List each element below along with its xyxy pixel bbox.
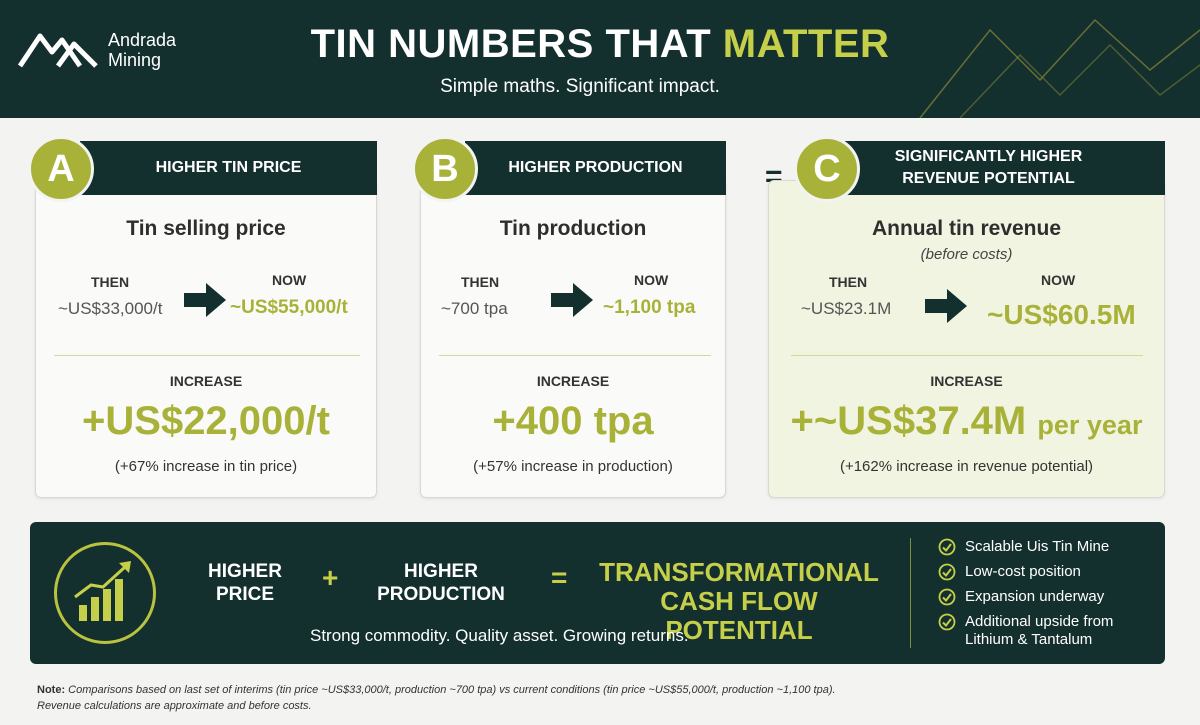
decorative-mountain-lines	[919, 18, 1200, 118]
card-divider	[54, 355, 360, 356]
bullet-item: Scalable Uis Tin Mine	[938, 538, 1158, 556]
right-arrow-icon	[551, 283, 593, 317]
card-c-heading-line1: SIGNIFICANTLY HIGHER	[894, 148, 1083, 165]
growth-chart-graphic	[74, 561, 131, 621]
term-higher-production: HIGHER PRODUCTION	[370, 560, 512, 606]
brand-name-line2: Mining	[108, 50, 162, 70]
term1-line1: HIGHER	[208, 561, 282, 582]
now-value: ~US$60.5M	[987, 299, 1136, 330]
result-line2: CASH FLOW POTENTIAL	[660, 586, 818, 645]
now-label: NOW	[634, 272, 669, 288]
card-tin-price: Tin selling price THEN ~US$33,000/t NOW …	[35, 180, 377, 498]
bullet-item: Expansion underway	[938, 588, 1158, 606]
card-c-heading-line2: REVENUE POTENTIAL	[902, 170, 1075, 187]
brand-name-line1: Andrada	[108, 30, 177, 50]
then-value: ~700 tpa	[441, 299, 508, 318]
increase-label: INCREASE	[536, 373, 610, 389]
bullet-item: Low-cost position	[938, 563, 1158, 581]
increase-amount: +~US$37.4M	[790, 399, 1027, 443]
term2-line1: HIGHER	[404, 561, 478, 582]
check-circle-icon	[938, 588, 956, 606]
now-label: NOW	[272, 272, 307, 288]
increase-label: INCREASE	[930, 373, 1003, 389]
check-circle-icon	[938, 538, 956, 556]
card-revenue: Annual tin revenue (before costs) THEN ~…	[768, 180, 1165, 498]
badge-c: C	[794, 136, 860, 202]
vertical-divider	[910, 538, 911, 648]
card-divider	[791, 355, 1143, 356]
card-metric: Tin selling price	[126, 217, 286, 240]
increase-value: +US$22,000/t	[82, 399, 330, 443]
page-title: TIN NUMBERS THAT MATTER	[0, 22, 1200, 67]
then-value: ~US$33,000/t	[58, 299, 163, 318]
check-circle-icon	[938, 613, 956, 631]
increase-note: (+67% increase in tin price)	[114, 458, 298, 475]
right-arrow-icon	[184, 283, 226, 317]
now-label: NOW	[1041, 272, 1076, 288]
summary-panel: HIGHER PRICE + HIGHER PRODUCTION = TRANS…	[30, 522, 1165, 664]
card-divider	[439, 355, 711, 356]
bullet-text: Additional upside from Lithium & Tantalu…	[965, 613, 1114, 648]
badge-a: A	[28, 136, 94, 202]
result-text: TRANSFORMATIONAL CASH FLOW POTENTIAL	[596, 558, 882, 645]
increase-label: INCREASE	[169, 373, 243, 389]
bullet-item: Additional upside from Lithium & Tantalu…	[938, 613, 1158, 649]
increase-suffix: per year	[1037, 410, 1143, 440]
footnote-line1: Comparisons based on last set of interim…	[65, 684, 836, 696]
equals-sign-summary: =	[551, 562, 568, 593]
footnote: Note: Comparisons based on last set of i…	[37, 682, 1167, 714]
card-c-heading: SIGNIFICANTLY HIGHER REVENUE POTENTIAL	[812, 141, 1165, 195]
tagline: Strong commodity. Quality asset. Growing…	[310, 626, 689, 645]
increase-value: +400 tpa	[492, 399, 654, 443]
footnote-line2: Revenue calculations are approximate and…	[37, 700, 312, 712]
result-line1: TRANSFORMATIONAL	[599, 557, 879, 587]
then-value: ~US$23.1M	[801, 299, 892, 318]
badge-b: B	[412, 136, 478, 202]
then-label: THEN	[829, 274, 868, 290]
header-banner: Andrada Mining TIN NUMBERS THAT MATTER S…	[0, 0, 1200, 118]
card-metric: Tin production	[499, 217, 647, 240]
footnote-label: Note:	[37, 684, 66, 696]
brand-logo[interactable]: Andrada Mining	[18, 30, 176, 70]
increase-value: +~US$37.4M per year	[769, 399, 1164, 444]
increase-note: (+57% increase in production)	[473, 458, 673, 475]
check-circle-icon	[938, 563, 956, 581]
card-metric-sub: (before costs)	[920, 246, 1013, 263]
card-a-heading: HIGHER TIN PRICE	[80, 141, 377, 195]
card-production: Tin production THEN ~700 tpa NOW ~1,100 …	[420, 180, 726, 498]
term2-line2: PRODUCTION	[377, 584, 505, 605]
right-arrow-icon	[925, 289, 967, 323]
mountain-logo-icon	[18, 33, 98, 68]
page-subtitle: Simple maths. Significant impact.	[440, 76, 720, 97]
title-highlight: MATTER	[722, 22, 890, 66]
now-value: ~1,100 tpa	[603, 297, 696, 318]
brand-name: Andrada Mining	[108, 30, 176, 70]
title-main: TIN NUMBERS THAT	[310, 22, 723, 66]
increase-note: (+162% increase in revenue potential)	[839, 458, 1094, 475]
term-higher-price: HIGHER PRICE	[200, 560, 290, 606]
bullet-text: Low-cost position	[965, 563, 1081, 580]
now-value: ~US$55,000/t	[230, 297, 348, 318]
term1-line2: PRICE	[215, 584, 275, 605]
card-b-heading: HIGHER PRODUCTION	[465, 141, 726, 195]
growth-chart-icon	[54, 542, 156, 644]
plus-sign: +	[322, 562, 339, 593]
card-metric: Annual tin revenue	[871, 217, 1062, 240]
bullet-list: Scalable Uis Tin Mine Low-cost position …	[938, 538, 1158, 656]
then-label: THEN	[461, 274, 500, 290]
then-label: THEN	[91, 274, 130, 290]
bullet-text: Expansion underway	[965, 588, 1105, 605]
bullet-text: Scalable Uis Tin Mine	[965, 538, 1110, 555]
